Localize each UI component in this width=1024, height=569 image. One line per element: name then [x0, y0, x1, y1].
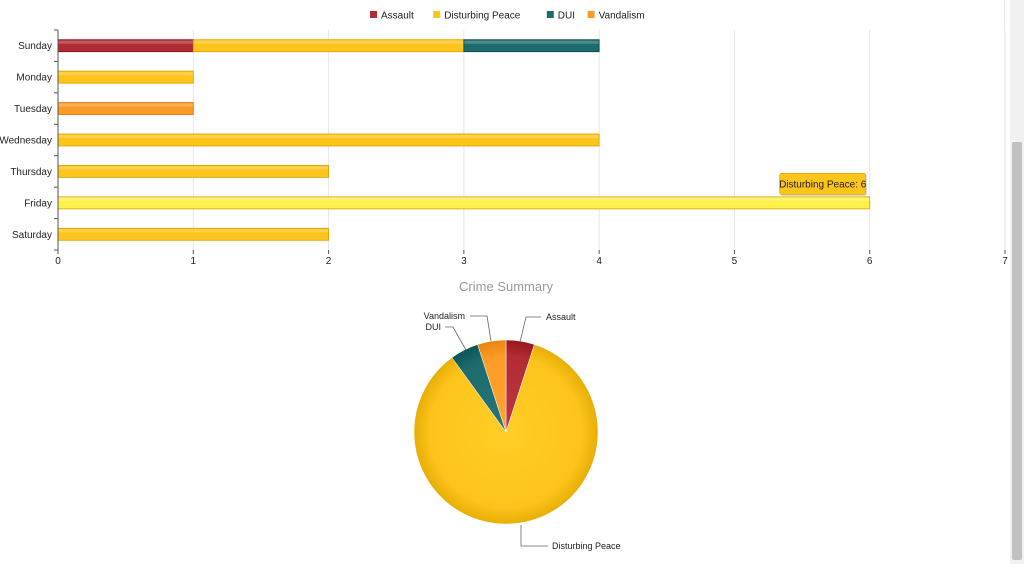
pie-chart: Crime Summary Assault Disturbing Peace DUIV…: [413, 279, 621, 551]
pie-title: Crime Summary: [459, 279, 553, 294]
tooltip-text: Disturbing Peace: 6: [779, 179, 867, 190]
legend-swatch-disturbing-peace: [433, 11, 441, 18]
bar-sunday-dui: [463, 39, 600, 53]
bar-highlight-thursday-disturbing-peace: [58, 166, 329, 170]
pie-slice-disturbing-peace: [413, 344, 599, 525]
tooltip-box: [779, 173, 867, 195]
legend-item-assault: Assault: [370, 11, 414, 22]
pie-label-dui: DUI: [426, 322, 442, 332]
x-tick-label-1: 1: [191, 256, 197, 267]
chart-canvas: Assault Disturbing Peace DUI Vandalism Sund…: [0, 11, 1008, 552]
pie-slice-vandalism: [477, 339, 507, 433]
pie-label-disturbing-peace: Disturbing Peace: [552, 541, 621, 551]
legend-label-assault: Assault: [381, 11, 414, 22]
x-tick-label-4: 4: [596, 256, 602, 267]
legend-item-dui: DUI: [546, 11, 575, 22]
legend-swatch-vandalism: [587, 11, 595, 18]
pie-label-vandalism: Vandalism: [424, 311, 465, 321]
x-tick-label-3: 3: [461, 256, 467, 267]
divider-line: [1004, 0, 1005, 30]
x-tick-label-7: 7: [1002, 256, 1008, 267]
bar-highlight-sunday-dui: [464, 40, 599, 44]
pie-connector-dui: [445, 326, 467, 351]
legend-label-dui: DUI: [558, 11, 575, 22]
vertical-scrollbar[interactable]: [1010, 0, 1024, 564]
bar-highlight-sunday-assault: [58, 40, 193, 44]
pie-connector-assault: [519, 316, 541, 343]
bar-highlight-friday-disturbing-peace: [58, 197, 870, 201]
legend-label-disturbing-peace: Disturbing Peace: [444, 11, 521, 22]
legend-swatch-assault: [370, 11, 377, 18]
x-tick-label-0: 0: [55, 256, 61, 267]
legend-item-disturbing-peace: Disturbing Peace: [433, 11, 521, 22]
bar-highlight-saturday-disturbing-peace: [58, 229, 329, 233]
y-tick-label-wednesday: Wednesday: [0, 136, 52, 147]
legend-label-vandalism: Vandalism: [599, 11, 645, 22]
bar-legend: Assault Disturbing Peace DUI Vandalism: [370, 11, 645, 22]
x-tick-label-6: 6: [867, 256, 873, 267]
bar-plot-area: [57, 39, 871, 241]
x-tick-label-5: 5: [732, 256, 738, 267]
bar-tooltip: Disturbing Peace: 6: [779, 173, 867, 196]
bar-axes: Sunday Monday Tuesday Wednesday Thursday Frid…: [0, 29, 1008, 267]
chart-page: Assault Disturbing Peace DUI Vandalism Sund…: [0, 11, 1008, 552]
bar-highlight-tuesday-vandalism: [58, 103, 193, 107]
legend-item-vandalism: Vandalism: [587, 11, 645, 22]
x-tick-label-2: 2: [326, 256, 332, 267]
pie-connector-disturbing-peace: [520, 525, 548, 547]
y-tick-label-monday: Monday: [16, 73, 52, 84]
y-tick-label-thursday: Thursday: [10, 167, 52, 178]
y-tick-label-sunday: Sunday: [18, 41, 52, 52]
bar-highlight-wednesday-disturbing-peace: [58, 135, 599, 138]
y-tick-label-friday: Friday: [24, 198, 52, 209]
pie-connector-vandalism: [470, 315, 492, 342]
pie-label-assault: Assault: [546, 312, 576, 322]
legend-swatch-dui: [546, 11, 554, 18]
y-tick-label-saturday: Saturday: [12, 230, 52, 241]
y-tick-label-tuesday: Tuesday: [14, 104, 52, 115]
scrollbar-thumb[interactable]: [1012, 142, 1022, 560]
bar-highlight-sunday-disturbing-peace: [193, 40, 464, 44]
bar-highlight-monday-disturbing-peace: [58, 72, 193, 76]
